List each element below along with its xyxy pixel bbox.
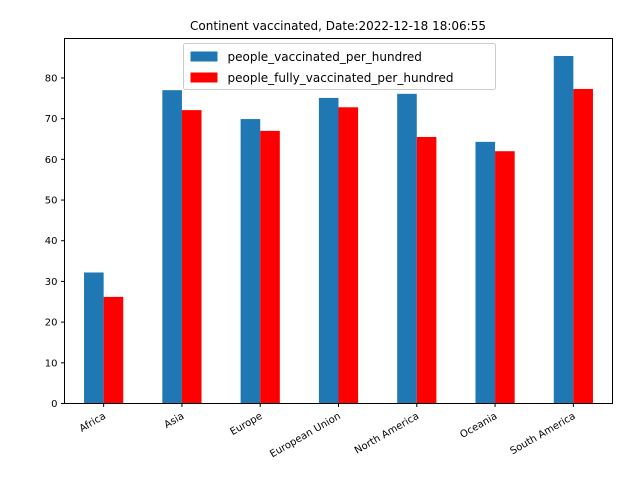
legend-label: people_fully_vaccinated_per_hundred	[228, 71, 454, 85]
bar-fully-vaccinated	[495, 151, 515, 404]
legend: people_vaccinated_per_hundred people_full…	[183, 43, 496, 90]
y-tick-label: 10	[45, 358, 58, 369]
bar-fully-vaccinated	[181, 110, 202, 404]
bar-fully-vaccinated	[103, 296, 124, 404]
chart-title: Continent vaccinated, Date:2022-12-18 18…	[190, 19, 486, 33]
y-tick-label: 80	[45, 73, 58, 84]
y-tick-label: 0	[51, 399, 57, 410]
y-tick-label: 40	[45, 236, 58, 247]
legend-box	[183, 43, 496, 90]
bar-vaccinated	[397, 93, 417, 404]
bar-vaccinated	[84, 272, 104, 404]
legend-swatch	[190, 72, 218, 83]
bar-fully-vaccinated	[338, 107, 359, 404]
bar-fully-vaccinated	[416, 136, 437, 404]
legend-swatch	[190, 51, 218, 62]
y-tick-label: 60	[45, 155, 58, 166]
bars-group	[84, 55, 593, 404]
bar-vaccinated	[162, 90, 182, 404]
bar-fully-vaccinated	[573, 88, 593, 404]
bar-fully-vaccinated	[260, 130, 280, 404]
y-tick-label: 70	[45, 114, 58, 125]
bar-vaccinated	[318, 97, 339, 404]
plot-frame	[64, 38, 613, 404]
bar-vaccinated	[475, 141, 496, 404]
y-tick-label: 20	[45, 318, 58, 329]
y-axis: 0 10 20 30 40 50 60 70 80	[45, 73, 65, 410]
bar-vaccinated	[240, 119, 261, 404]
legend-label: people_vaccinated_per_hundred	[228, 50, 422, 64]
bar-vaccinated	[553, 55, 574, 404]
y-tick-label: 50	[45, 196, 58, 207]
y-tick-label: 30	[45, 277, 58, 288]
